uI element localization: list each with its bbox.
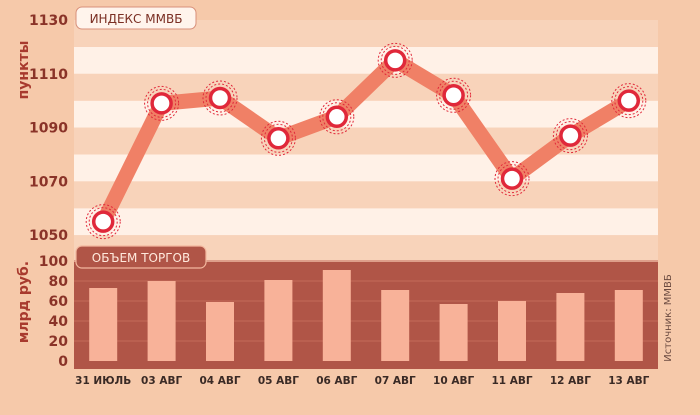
data-point [611, 83, 647, 119]
bar-y-ticks: 0 20 40 60 80 100 [39, 254, 68, 370]
source-note: Источник: ММВБ [663, 274, 674, 362]
y-tick-label: 60 [49, 294, 69, 310]
y-tick-label: 0 [58, 354, 68, 370]
line-y-ticks: 1050 1070 1090 1110 1130 [29, 13, 68, 244]
x-tick-label: 10 АВГ [433, 375, 474, 387]
x-tick-label: 07 АВГ [375, 375, 416, 387]
y-tick-label: 100 [39, 254, 68, 270]
volume-bar [556, 293, 585, 361]
x-tick-label: 06 АВГ [316, 375, 357, 387]
data-point [552, 118, 588, 154]
x-tick-labels: 31 ИЮЛЬ 03 АВГ 04 АВГ 05 АВГ 06 АВГ 07 АВГ 10 … [75, 375, 650, 387]
volume-bar [206, 302, 234, 361]
line-chart-title: ИНДЕКС ММВБ [90, 12, 183, 26]
data-point [202, 80, 238, 116]
volume-bar [439, 304, 468, 361]
data-point [436, 77, 472, 113]
index-line-path [95, 52, 637, 230]
volume-bar [264, 280, 293, 361]
line-title-box: ИНДЕКС ММВБ [75, 6, 197, 30]
x-tick-label: 31 ИЮЛЬ [75, 375, 131, 387]
volume-bars [89, 270, 643, 361]
index-line [95, 52, 637, 230]
x-tick-label: 13 АВГ [608, 375, 649, 387]
data-point [319, 99, 355, 135]
y-tick-label: 20 [49, 334, 69, 350]
y-tick-label: 1050 [29, 228, 68, 244]
data-point [260, 120, 296, 156]
data-point [144, 85, 180, 121]
x-tick-label: 11 АВГ [491, 375, 532, 387]
y-tick-label: 1070 [29, 174, 68, 190]
index-markers [85, 42, 647, 240]
bar-title-box: ОБЪЕМ ТОРГОВ [75, 245, 207, 269]
data-point [494, 161, 530, 197]
bar-y-axis-label: млрд руб. [16, 261, 32, 343]
volume-bar [381, 290, 410, 361]
bar-chart-title: ОБЪЕМ ТОРГОВ [92, 251, 190, 265]
data-point [377, 42, 413, 78]
grid-band [74, 208, 658, 236]
volume-bar [89, 288, 118, 361]
y-tick-label: 80 [49, 274, 69, 290]
y-tick-label: 1110 [29, 67, 68, 83]
x-tick-label: 03 АВГ [141, 375, 182, 387]
grid-band [74, 154, 658, 182]
grid-band [74, 46, 658, 74]
x-tick-label: 05 АВГ [258, 375, 299, 387]
y-tick-label: 40 [49, 314, 69, 330]
y-tick-label: 1090 [29, 121, 68, 137]
volume-bar [614, 290, 643, 361]
line-y-axis-label: пункты [16, 41, 32, 100]
volume-bar [322, 270, 351, 361]
data-point [85, 204, 121, 240]
x-tick-label: 12 АВГ [550, 375, 591, 387]
grid-band [74, 181, 658, 209]
x-tick-label: 04 АВГ [199, 375, 240, 387]
volume-bar [147, 281, 176, 361]
volume-bar [498, 301, 526, 361]
y-tick-label: 1130 [29, 13, 68, 29]
